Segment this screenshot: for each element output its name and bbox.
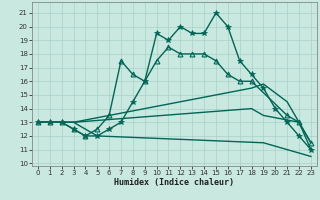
X-axis label: Humidex (Indice chaleur): Humidex (Indice chaleur) xyxy=(115,178,234,187)
